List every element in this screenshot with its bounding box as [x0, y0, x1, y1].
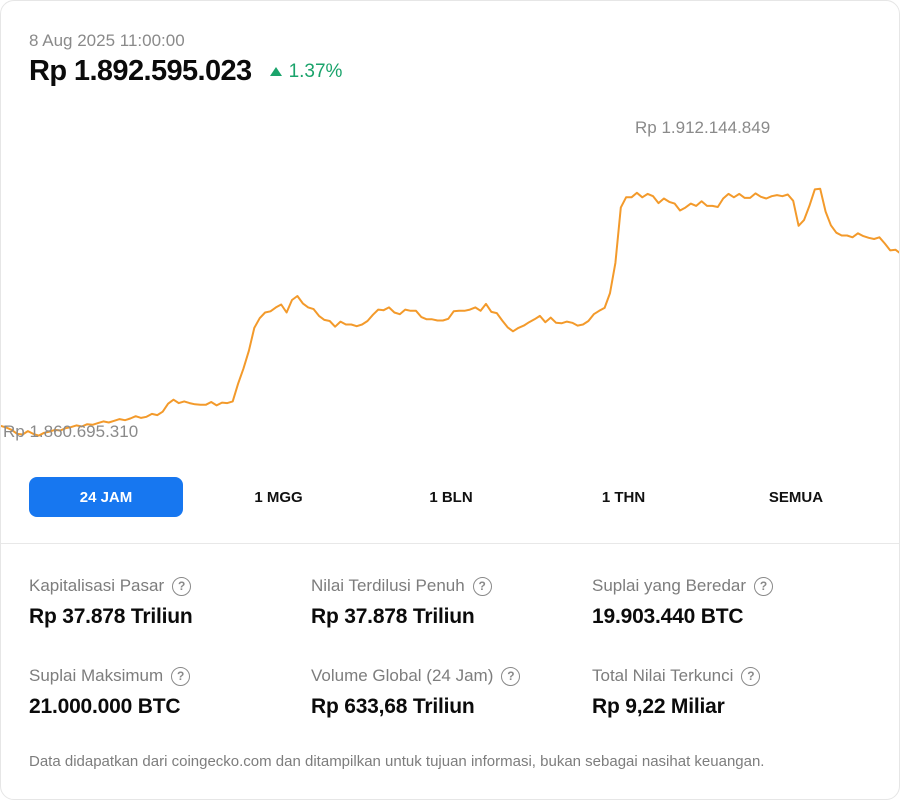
stat-label: Total Nilai Terkunci: [592, 666, 734, 685]
price-line: [1, 187, 899, 437]
low-price-label: Rp 1.860.695.310: [3, 422, 139, 441]
stat-label: Suplai yang Beredar: [592, 576, 747, 595]
price-change: 1.37%: [269, 60, 343, 83]
question-circle-icon[interactable]: ?: [171, 666, 191, 686]
stat-fully-diluted-value: Nilai Terdilusi Penuh? Rp 37.878 Triliun: [311, 575, 581, 629]
stat-value: Rp 37.878 Triliun: [311, 605, 475, 628]
stat-max-supply: Suplai Maksimum? 21.000.000 BTC: [29, 665, 299, 719]
stat-global-volume: Volume Global (24 Jam)? Rp 633,68 Triliu…: [311, 665, 581, 719]
tab-1-bln[interactable]: 1 BLN: [429, 488, 473, 506]
question-circle-icon[interactable]: ?: [754, 576, 774, 596]
stat-circulating-supply: Suplai yang Beredar? 19.903.440 BTC: [592, 575, 862, 629]
time-range-tabs: 24 JAM 1 MGG 1 BLN 1 THN SEMUA: [29, 477, 873, 517]
data-source-disclaimer: Data didapatkan dari coingecko.com dan d…: [29, 753, 765, 770]
stat-value: Rp 633,68 Triliun: [311, 695, 475, 718]
timestamp: 8 Aug 2025 11:00:00: [29, 31, 185, 50]
high-price-label: Rp 1.912.144.849: [635, 118, 771, 137]
price-change-value: 1.37%: [288, 60, 343, 82]
stat-total-value-locked: Total Nilai Terkunci? Rp 9,22 Miliar: [592, 665, 862, 719]
tab-1-thn[interactable]: 1 THN: [601, 488, 646, 506]
question-circle-icon[interactable]: ?: [172, 576, 192, 596]
stat-label: Volume Global (24 Jam): [311, 666, 494, 685]
price-row: Rp 1.892.595.023 1.37%: [29, 55, 342, 88]
question-circle-icon[interactable]: ?: [472, 576, 492, 596]
stat-label: Suplai Maksimum: [29, 666, 164, 685]
price-chart-svg: [1, 187, 899, 437]
price-chart[interactable]: Rp 1.912.144.849 Rp 1.860.695.310: [1, 101, 899, 461]
stat-value: 19.903.440 BTC: [592, 605, 744, 628]
question-circle-icon[interactable]: ?: [501, 666, 521, 686]
price-header: 8 Aug 2025 11:00:00 Rp 1.892.595.023 1.3…: [29, 31, 342, 88]
current-price: Rp 1.892.595.023: [29, 55, 252, 87]
stat-value: Rp 37.878 Triliun: [29, 605, 193, 628]
stat-market-cap: Kapitalisasi Pasar? Rp 37.878 Triliun: [29, 575, 299, 629]
stat-label: Kapitalisasi Pasar: [29, 576, 165, 595]
question-circle-icon[interactable]: ?: [741, 666, 761, 686]
section-divider: [1, 543, 899, 544]
stat-label: Nilai Terdilusi Penuh: [311, 576, 465, 595]
tab-24-jam[interactable]: 24 JAM: [29, 477, 183, 517]
stat-value: Rp 9,22 Miliar: [592, 695, 725, 718]
tab-semua[interactable]: SEMUA: [768, 488, 824, 506]
tab-1-mgg[interactable]: 1 MGG: [254, 488, 303, 506]
triangle-up-icon: [269, 66, 282, 76]
stat-value: 21.000.000 BTC: [29, 695, 181, 718]
